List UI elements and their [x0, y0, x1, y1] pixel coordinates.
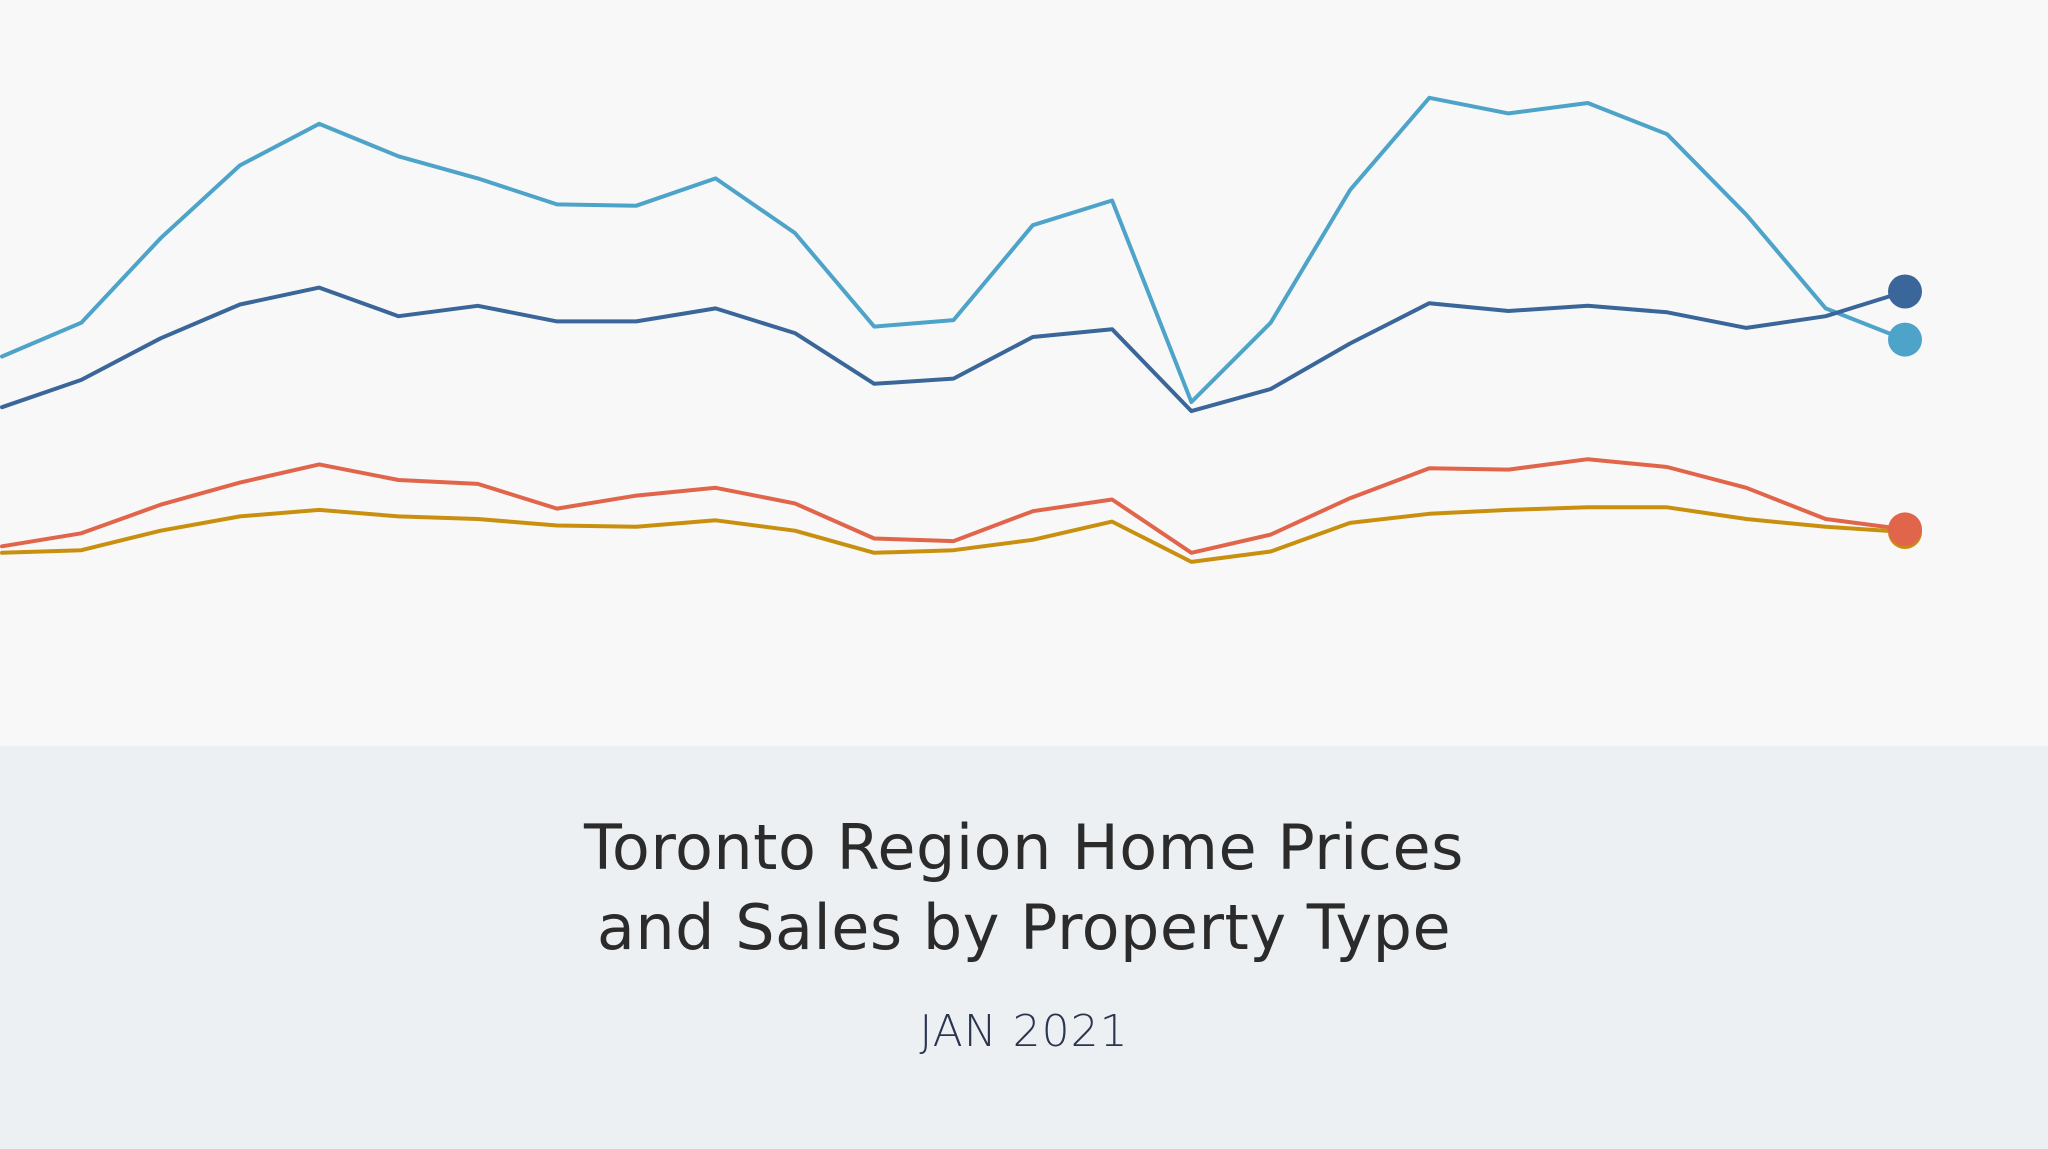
chart-title: Toronto Region Home Prices and Sales by … — [0, 808, 2048, 968]
chart-title-line-1: Toronto Region Home Prices — [584, 811, 1464, 884]
series-line-1 — [0, 95, 1907, 404]
series-line-2 — [0, 285, 1907, 414]
series-line-3 — [0, 457, 1907, 555]
line-chart — [0, 95, 1922, 564]
series-end-marker-2 — [1888, 274, 1922, 309]
series-end-marker-3 — [1888, 512, 1922, 547]
chart-date: JAN 2021 — [919, 1006, 1129, 1057]
chart-title-line-2: and Sales by Property Type — [596, 891, 1452, 964]
series-line-4 — [0, 505, 1907, 564]
series-end-marker-1 — [1888, 322, 1922, 357]
chart-area — [0, 95, 1922, 564]
title-panel — [0, 746, 2048, 1149]
